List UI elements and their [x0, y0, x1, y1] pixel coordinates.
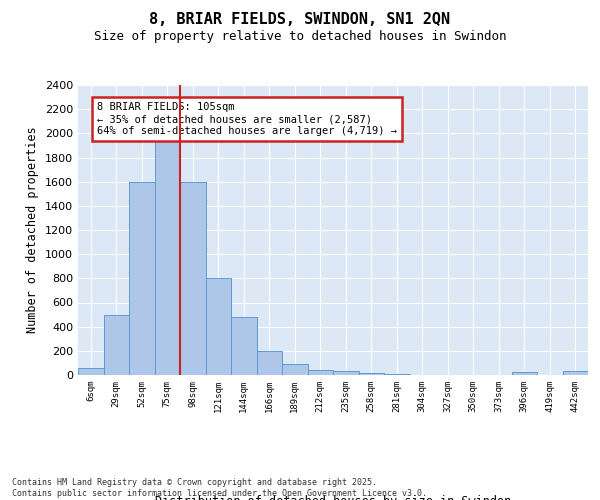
Bar	[333, 372, 359, 375]
Bar	[155, 138, 180, 375]
Bar	[282, 364, 308, 375]
Bar	[104, 314, 129, 375]
Bar	[308, 370, 333, 375]
Bar	[511, 372, 537, 375]
Bar	[205, 278, 231, 375]
Bar	[180, 182, 205, 375]
Text: 8, BRIAR FIELDS, SWINDON, SN1 2QN: 8, BRIAR FIELDS, SWINDON, SN1 2QN	[149, 12, 451, 28]
Bar	[563, 372, 588, 375]
Bar	[359, 373, 384, 375]
Text: Contains HM Land Registry data © Crown copyright and database right 2025.
Contai: Contains HM Land Registry data © Crown c…	[12, 478, 427, 498]
Bar	[231, 317, 257, 375]
Bar	[129, 182, 155, 375]
Text: 8 BRIAR FIELDS: 105sqm
← 35% of detached houses are smaller (2,587)
64% of semi-: 8 BRIAR FIELDS: 105sqm ← 35% of detached…	[97, 102, 397, 136]
Bar	[78, 368, 104, 375]
Y-axis label: Number of detached properties: Number of detached properties	[26, 126, 40, 334]
Bar	[257, 351, 282, 375]
X-axis label: Distribution of detached houses by size in Swindon: Distribution of detached houses by size …	[155, 496, 511, 500]
Bar	[384, 374, 409, 375]
Text: Size of property relative to detached houses in Swindon: Size of property relative to detached ho…	[94, 30, 506, 43]
